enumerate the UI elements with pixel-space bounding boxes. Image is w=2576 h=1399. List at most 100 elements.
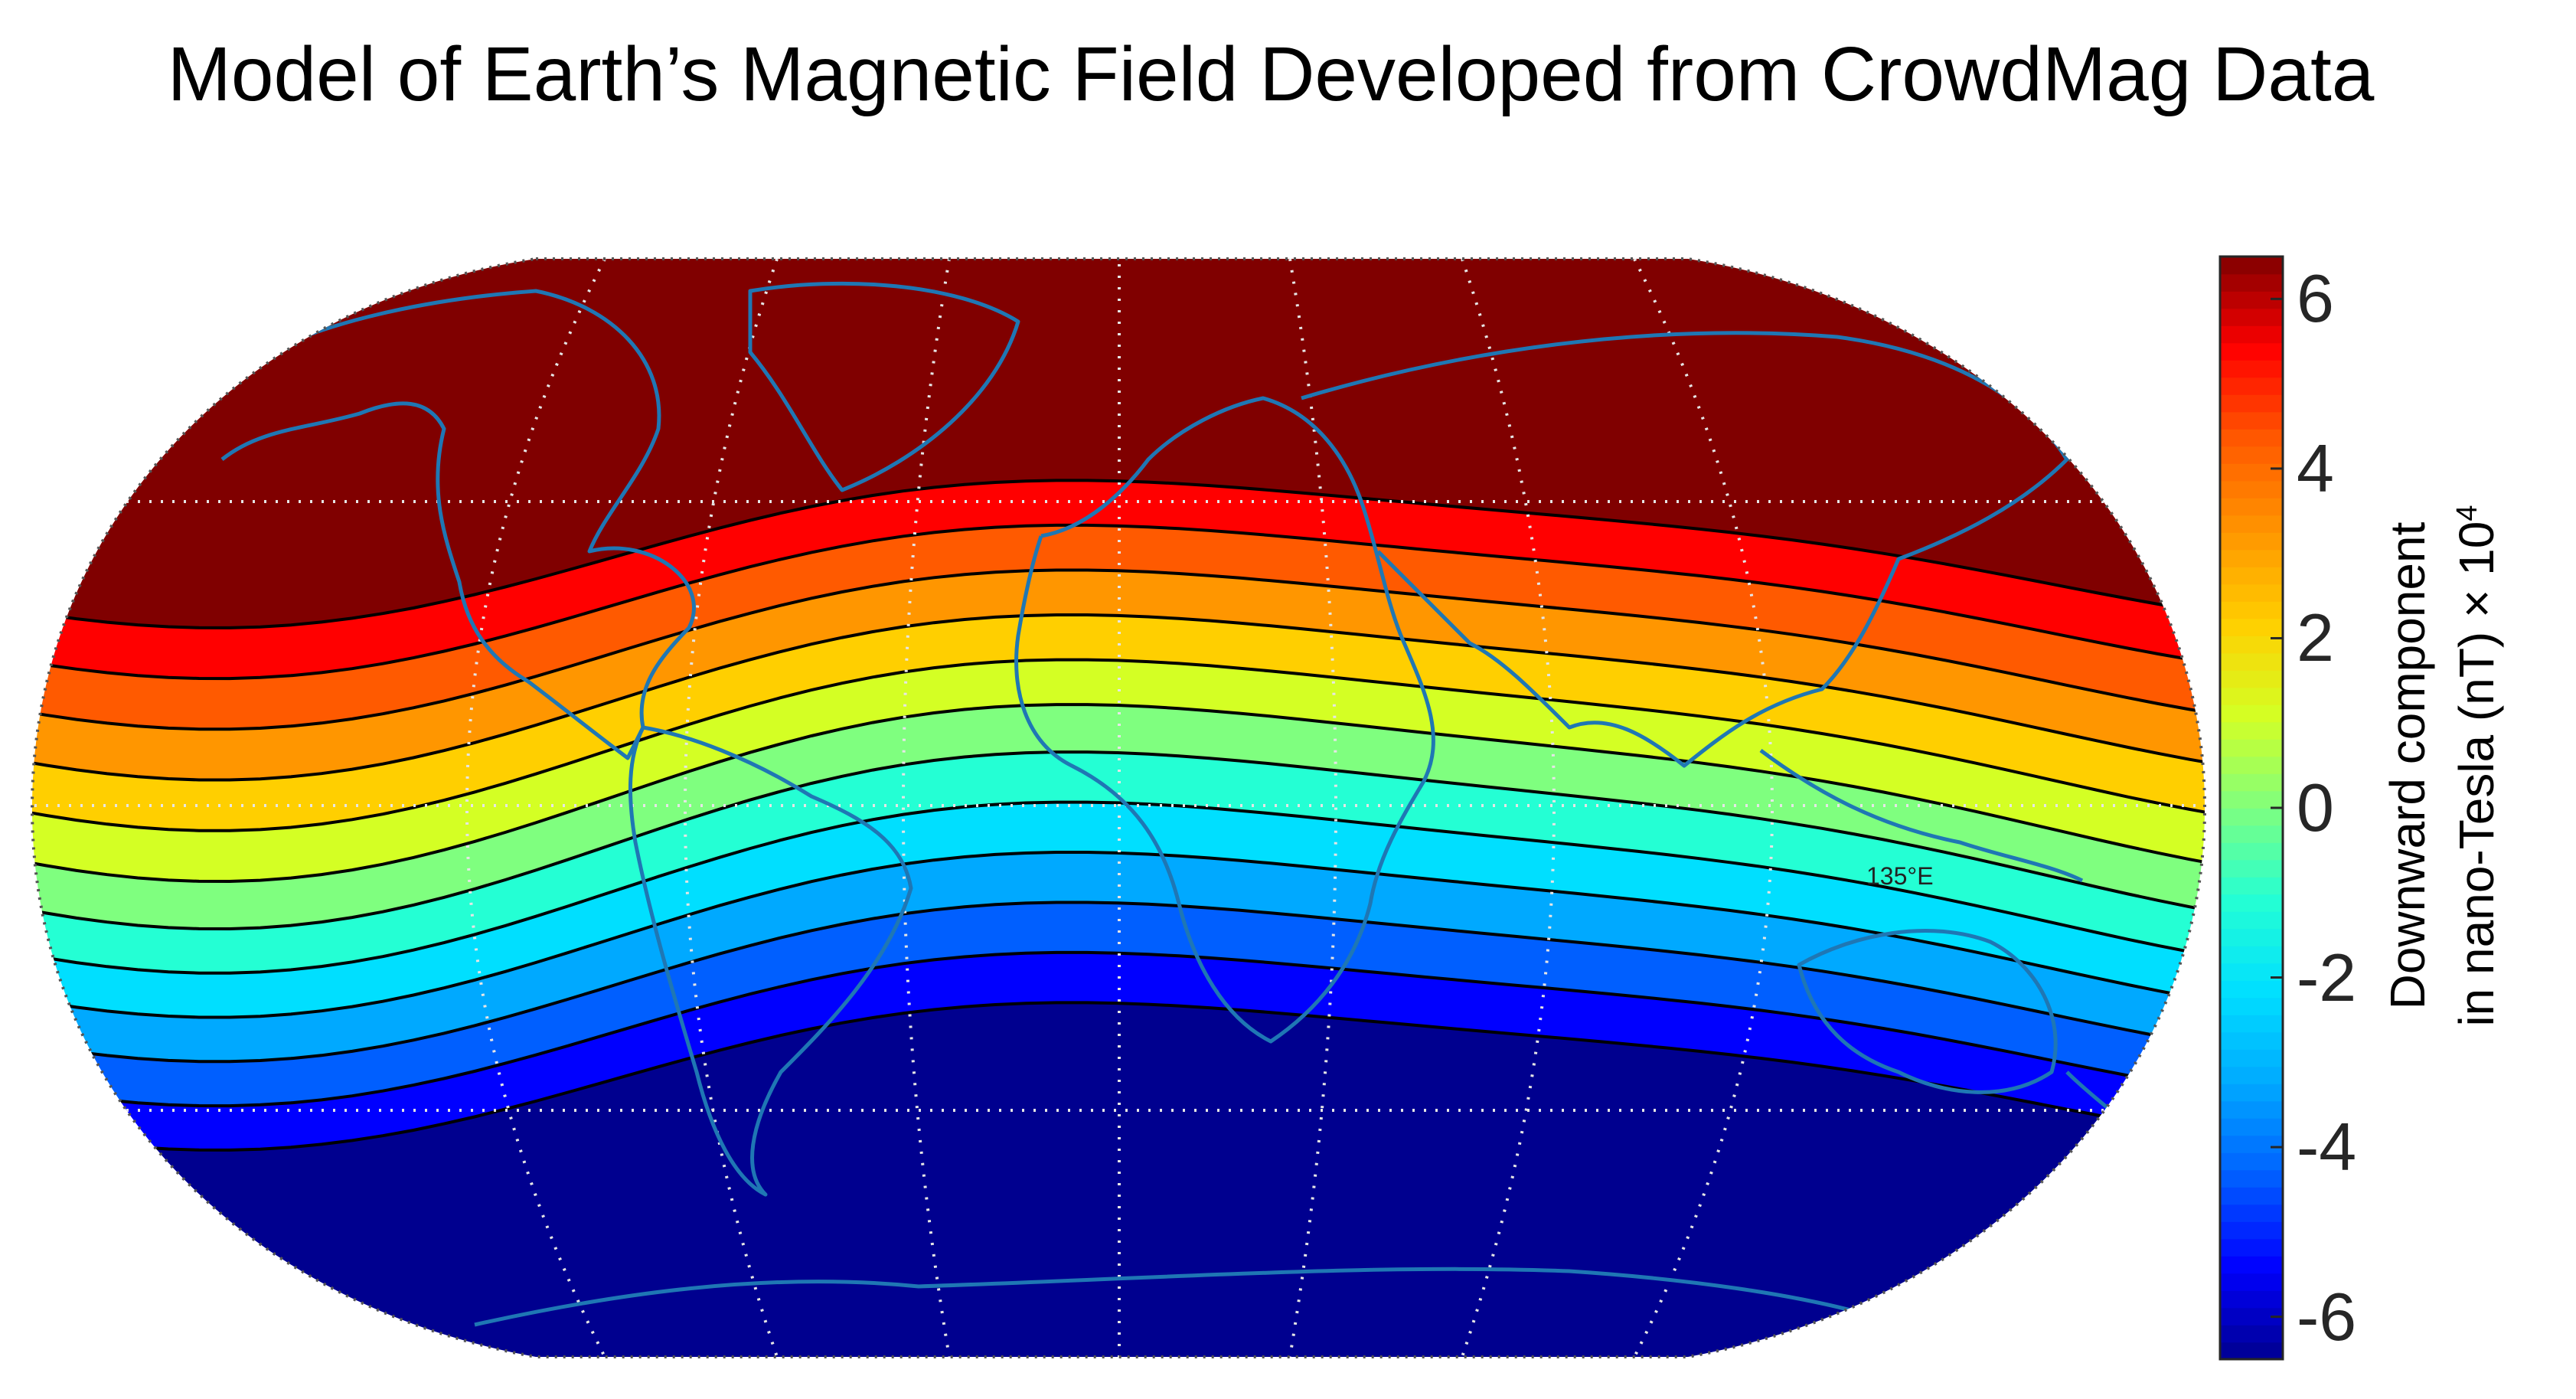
contour-band	[32, 570, 2205, 780]
colorbar-segment	[2220, 515, 2283, 533]
colorbar-segment	[2220, 997, 2283, 1015]
coast-antarctica	[474, 1267, 1876, 1327]
colorbar-segment	[2220, 1221, 2283, 1240]
coast-greenland	[748, 281, 1020, 492]
colorbar	[2218, 255, 2284, 1361]
colorbar-segment	[2220, 790, 2283, 809]
colorbar-segment	[2220, 894, 2283, 912]
contour-line	[32, 851, 2205, 1019]
contour-line	[32, 479, 2205, 629]
page-title: Model of Earth’s Magnetic Field Develope…	[167, 31, 2375, 117]
colorbar-segment	[2220, 652, 2283, 671]
contour-band	[32, 704, 2205, 929]
colorbar-segment	[2220, 1307, 2283, 1325]
colorbar-segment	[2220, 1256, 2283, 1274]
colorbar-segment	[2220, 583, 2283, 602]
colorbar-segment	[2220, 963, 2283, 981]
colorbar-segment	[2220, 1152, 2283, 1171]
colorbar-tick-label: 0	[2297, 770, 2334, 845]
colorbar-segment	[2220, 257, 2283, 275]
colorbar-label: Downward component in nano-Tesla (nT) × …	[2378, 421, 2506, 1110]
colorbar-segment	[2220, 273, 2283, 292]
coast-south-america	[628, 725, 913, 1197]
colorbar-tick-label: -6	[2297, 1278, 2357, 1355]
colorbar-segment	[2220, 532, 2283, 551]
colorbar-segment	[2220, 687, 2283, 705]
contour-line	[32, 950, 2205, 1108]
contour-band	[32, 1002, 2205, 1357]
coast-southeast-asia	[1759, 748, 2084, 883]
meridian-label: 135°E	[1866, 862, 1934, 890]
colorbar-segment	[2220, 636, 2283, 654]
contour-line	[32, 901, 2205, 1064]
contour-band	[32, 480, 2205, 679]
colorbar-segment	[2220, 1015, 2283, 1033]
colorbar-segment	[2220, 1273, 2283, 1291]
colorbar-segment	[2220, 567, 2283, 585]
colorbar-segment	[2220, 1031, 2283, 1050]
colorbar-segment	[2220, 549, 2283, 567]
colorbar-segment	[2220, 1049, 2283, 1067]
contour-band	[32, 952, 2205, 1150]
contour-line	[32, 800, 2205, 975]
colorbar-segment	[2220, 1084, 2283, 1102]
colorbar-label-line2: in nano-Tesla (nT) × 104	[2437, 421, 2506, 1110]
colorbar-segment	[2220, 1204, 2283, 1222]
contour-band	[32, 659, 2205, 881]
colorbar-segment	[2220, 928, 2283, 946]
contour-line	[32, 1001, 2205, 1152]
field-contour-bands	[32, 259, 2205, 1357]
colorbar-segment	[2220, 377, 2283, 395]
contour-band	[32, 902, 2205, 1106]
colorbar-segment	[2220, 463, 2283, 482]
colorbar-label-units: in nano-Tesla (nT) × 10	[2449, 521, 2505, 1027]
contour-line	[32, 523, 2205, 681]
colorbar-segment	[2220, 825, 2283, 843]
colorbar-segment	[2220, 1238, 2283, 1257]
colorbar-segment	[2220, 291, 2283, 309]
colorbar-segment	[2220, 498, 2283, 516]
colorbar-segment	[2220, 342, 2283, 361]
colorbar-segment	[2220, 859, 2283, 878]
contour-line	[32, 613, 2205, 782]
colorbar-segment	[2220, 808, 2283, 826]
colorbar-label-line1: Downward component	[2379, 521, 2435, 1010]
colorbar-segment	[2220, 308, 2283, 326]
colorbar-tick-label: 2	[2297, 600, 2334, 676]
colorbar-segment	[2220, 739, 2283, 757]
colorbar-tick-label: 4	[2297, 430, 2334, 506]
contour-line	[32, 658, 2205, 832]
colorbar-segment	[2220, 360, 2283, 378]
colorbar-segment	[2220, 756, 2283, 774]
colorbar-segment	[2220, 877, 2283, 895]
contour-line	[32, 750, 2205, 931]
contour-line	[32, 568, 2205, 731]
colorbar-segment	[2220, 601, 2283, 619]
contour-band	[32, 525, 2205, 730]
contour-line	[32, 703, 2205, 884]
map-border	[30, 257, 2207, 1358]
colorbar-segment	[2220, 1169, 2283, 1188]
colorbar-tick-label: 6	[2297, 260, 2334, 337]
colorbar-tick-label: -4	[2297, 1109, 2357, 1185]
colorbar-segment	[2220, 773, 2283, 792]
colorbar-segment	[2220, 394, 2283, 413]
colorbar-segment	[2220, 446, 2283, 464]
colorbar-segment	[2220, 618, 2283, 636]
colorbar-segment	[2220, 1187, 2283, 1205]
colorbar-segment	[2220, 411, 2283, 430]
colorbar-segment	[2220, 1290, 2283, 1309]
colorbar-segment	[2220, 1066, 2283, 1084]
coast-australia	[1797, 929, 2058, 1094]
colorbar-segment	[2220, 842, 2283, 861]
colorbar-segment	[2220, 704, 2283, 723]
colorbar-label-exponent: 4	[2450, 505, 2483, 521]
colorbar-segment	[2220, 429, 2283, 447]
colorbar-segment	[2220, 911, 2283, 930]
colorbar-segment	[2220, 480, 2283, 498]
colorbar-segment	[2220, 670, 2283, 688]
graticule	[32, 259, 2205, 1357]
colorbar-segment	[2220, 946, 2283, 964]
colorbar-segment	[2220, 1325, 2283, 1343]
